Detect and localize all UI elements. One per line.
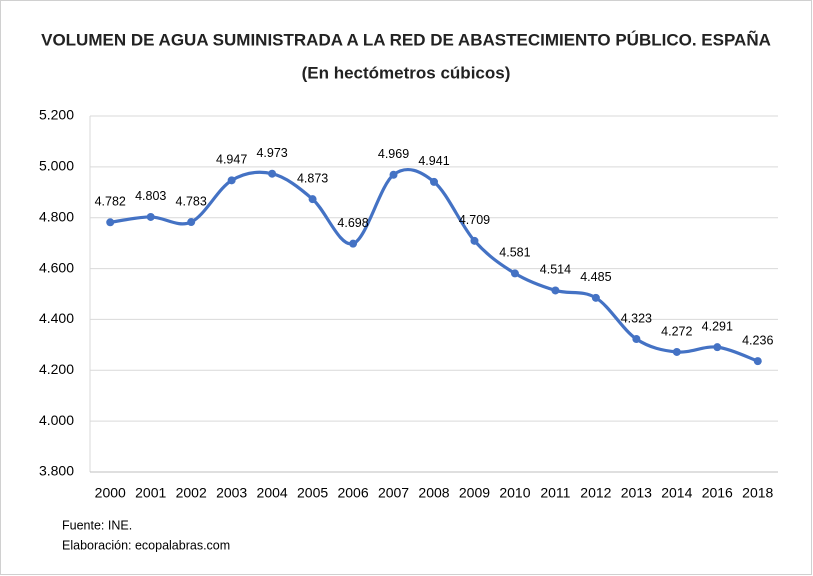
x-tick-label: 2002 (176, 485, 207, 501)
data-point (349, 239, 358, 248)
data-point (227, 176, 236, 185)
data-label: 4.783 (176, 194, 207, 208)
data-label: 4.514 (540, 263, 571, 277)
y-tick-label: 3.800 (39, 463, 74, 479)
data-label: 4.698 (337, 216, 368, 230)
data-point (713, 343, 722, 352)
data-point (591, 293, 600, 302)
data-label: 4.973 (256, 146, 287, 160)
chart-subtitle: (En hectómetros cúbicos) (302, 63, 511, 82)
data-label: 4.323 (621, 311, 652, 325)
y-tick-label: 4.200 (39, 361, 74, 377)
data-point (146, 212, 155, 221)
data-point (672, 347, 681, 356)
source-note: Fuente: INE. (62, 518, 132, 532)
x-tick-label: 2004 (257, 485, 288, 501)
data-point (187, 218, 196, 227)
data-point (106, 218, 115, 227)
x-tick-label: 2006 (337, 485, 368, 501)
x-tick-label: 2018 (742, 485, 773, 501)
x-tick-label: 2001 (135, 485, 166, 501)
data-point (308, 195, 317, 204)
x-tick-label: 2013 (621, 485, 652, 501)
data-point (551, 286, 560, 295)
data-label: 4.272 (661, 324, 692, 338)
x-tick-label: 2011 (540, 485, 570, 501)
y-tick-label: 5.000 (39, 158, 74, 174)
data-point (268, 169, 277, 178)
x-tick-label: 2007 (378, 485, 409, 501)
y-tick-label: 4.000 (39, 412, 74, 428)
data-label: 4.485 (580, 270, 611, 284)
data-label: 4.873 (297, 171, 328, 185)
data-label: 4.969 (378, 147, 409, 161)
x-tick-label: 2009 (459, 485, 490, 501)
credit-note: Elaboración: ecopalabras.com (62, 538, 230, 552)
y-tick-label: 5.200 (39, 107, 74, 123)
data-label: 4.941 (418, 154, 449, 168)
x-tick-label: 2003 (216, 485, 247, 501)
data-point (470, 236, 479, 245)
y-tick-label: 4.600 (39, 259, 74, 275)
x-tick-label: 2005 (297, 485, 328, 501)
data-point (510, 269, 519, 278)
data-point (753, 357, 762, 366)
data-point (389, 170, 398, 179)
data-label: 4.709 (459, 213, 490, 227)
chart-title: VOLUMEN DE AGUA SUMINISTRADA A LA RED DE… (41, 29, 771, 49)
data-label: 4.236 (742, 333, 773, 347)
y-tick-label: 4.400 (39, 310, 74, 326)
data-label: 4.947 (216, 153, 247, 167)
data-label: 4.803 (135, 189, 166, 203)
data-point (632, 335, 641, 344)
x-tick-label: 2010 (499, 485, 530, 501)
x-tick-label: 2000 (95, 485, 126, 501)
data-label: 4.291 (702, 319, 733, 333)
x-tick-label: 2012 (580, 485, 611, 501)
y-tick-label: 4.800 (39, 208, 74, 224)
x-tick-label: 2008 (418, 485, 449, 501)
data-label: 4.581 (499, 246, 530, 260)
x-tick-label: 2014 (661, 485, 692, 501)
data-point (430, 177, 438, 186)
x-tick-label: 2016 (702, 485, 733, 501)
data-label: 4.782 (95, 195, 126, 209)
